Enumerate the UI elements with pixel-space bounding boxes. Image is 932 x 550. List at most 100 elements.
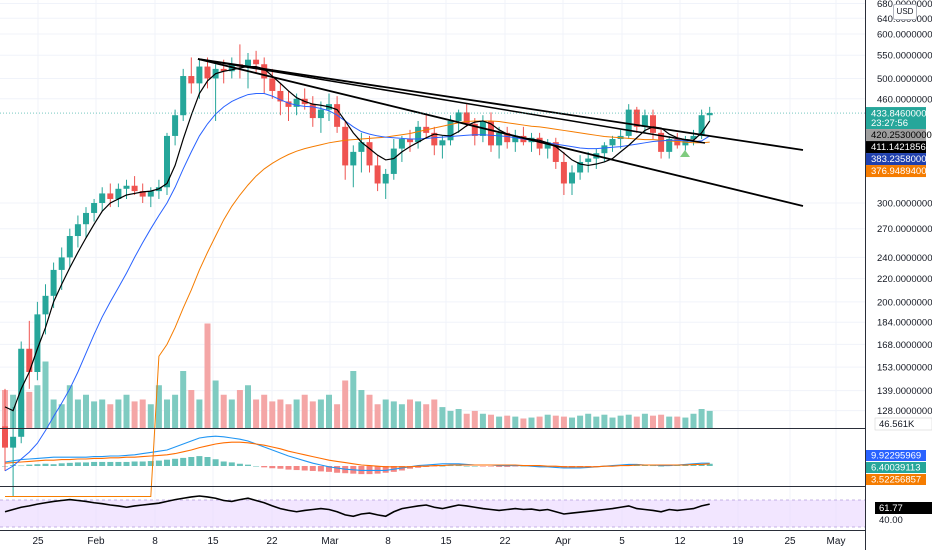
price-tick-label: 300.00000000 [877,199,932,210]
candle-body [164,135,170,188]
volume-bar [496,416,503,428]
volume-bar [423,404,430,428]
price-tick-label: 139.00000000 [877,386,932,397]
macd-histogram-bar [220,461,227,466]
price-tick-label: 550.00000000 [877,51,932,62]
volume-bar [107,404,114,428]
volume-bar [188,390,195,428]
macd-histogram-bar [706,463,713,466]
macd-histogram-bar [479,466,486,467]
candle-body [172,115,179,136]
volume-value: 46.561K [879,419,915,430]
volume-bar [277,399,284,428]
macd-tag-bg [866,462,926,473]
volume-bar [690,413,697,428]
time-tick-label: Mar [321,536,339,547]
candle-body [115,188,122,199]
volume-bar [374,404,381,428]
price-tick-label: 153.00000000 [877,363,932,374]
candle-body [58,257,65,270]
volume-bar [99,399,106,428]
candle-body [293,98,300,107]
candle-body [496,132,503,146]
candle-body [536,137,543,149]
rsi-band [0,500,865,527]
macd-histogram-bar [253,466,260,467]
price-tag-value: 411.14218563 [871,142,931,153]
volume-bar [172,394,179,428]
candle-body [633,109,640,127]
candle-body [407,139,413,143]
candle-body [147,191,154,197]
candle-body [650,115,656,133]
volume-bar [350,371,357,428]
volume-bar [407,399,413,428]
macd-tag-value: 6.40039113 [871,463,921,474]
volume-bar [366,394,373,428]
candle-body [552,142,559,162]
rsi-panel[interactable] [0,495,865,528]
volume-bar [228,399,235,428]
price-tag-value: 383.23580000 [871,154,932,165]
candle-body [585,158,592,162]
volume-bar [382,399,389,428]
candle-body [415,126,422,143]
macd-histogram-bar [34,464,41,466]
candle-body [42,295,49,315]
macd-panel[interactable] [2,435,713,475]
macd-histogram-bar [374,466,381,474]
volume-bar [698,409,705,428]
price-tag-bg [866,165,926,178]
volume-panel[interactable] [2,323,713,429]
candle-body [455,112,462,121]
macd-histogram-bar [155,460,162,466]
volume-bar [164,399,170,428]
last-price-tag: 433.84600000 [871,109,932,120]
candle-body [196,66,203,84]
volume-bar [439,407,446,428]
macd-histogram-bar [415,466,422,468]
macd-histogram-bar [277,466,284,469]
volume-bar [204,323,211,428]
candle-body [471,123,478,136]
volume-bar [455,409,462,428]
candle-body [66,236,73,258]
currency-badge[interactable]: USD [893,4,917,20]
volume-bar [269,401,276,428]
macd-histogram-bar [99,461,106,466]
time-axis[interactable]: 25 Feb 8 15 22 Mar 8 15 22 Apr 5 12 19 25 May [32,536,845,547]
volume-bar [317,399,324,428]
volume-bar [479,413,486,428]
macd-histogram-bar [698,464,705,466]
signal-arrow-icon [680,150,690,157]
macd-histogram-bar [18,465,25,467]
macd-histogram-bar [334,466,341,473]
macd-histogram-bar [488,466,494,467]
macd-histogram-bar [180,457,187,466]
time-tick-label: 8 [385,536,391,547]
candle-body [131,185,138,192]
time-tick-label: 25 [32,536,44,547]
volume-bar [342,380,349,428]
volume-bar [585,413,592,428]
macd-histogram-bar [188,457,195,466]
candle-body [666,139,673,152]
countdown-timer: 23:27:56 [871,118,908,129]
candle-body [674,139,681,146]
volume-bar [74,399,81,428]
volume-bar [447,410,454,428]
macd-histogram-bar [172,458,179,466]
macd-histogram-bar [512,466,519,467]
candle-body [180,76,187,116]
candle-body [285,101,292,107]
candle-body [560,161,567,184]
candle-body [625,109,632,136]
candle-body [488,120,494,146]
rsi-tick-40: 40.00 [879,515,903,526]
volume-bar [155,385,162,428]
candle-body [504,132,511,143]
macd-histogram-bar [293,466,300,471]
macd-histogram-bar [463,466,470,467]
candle-body [253,59,260,65]
